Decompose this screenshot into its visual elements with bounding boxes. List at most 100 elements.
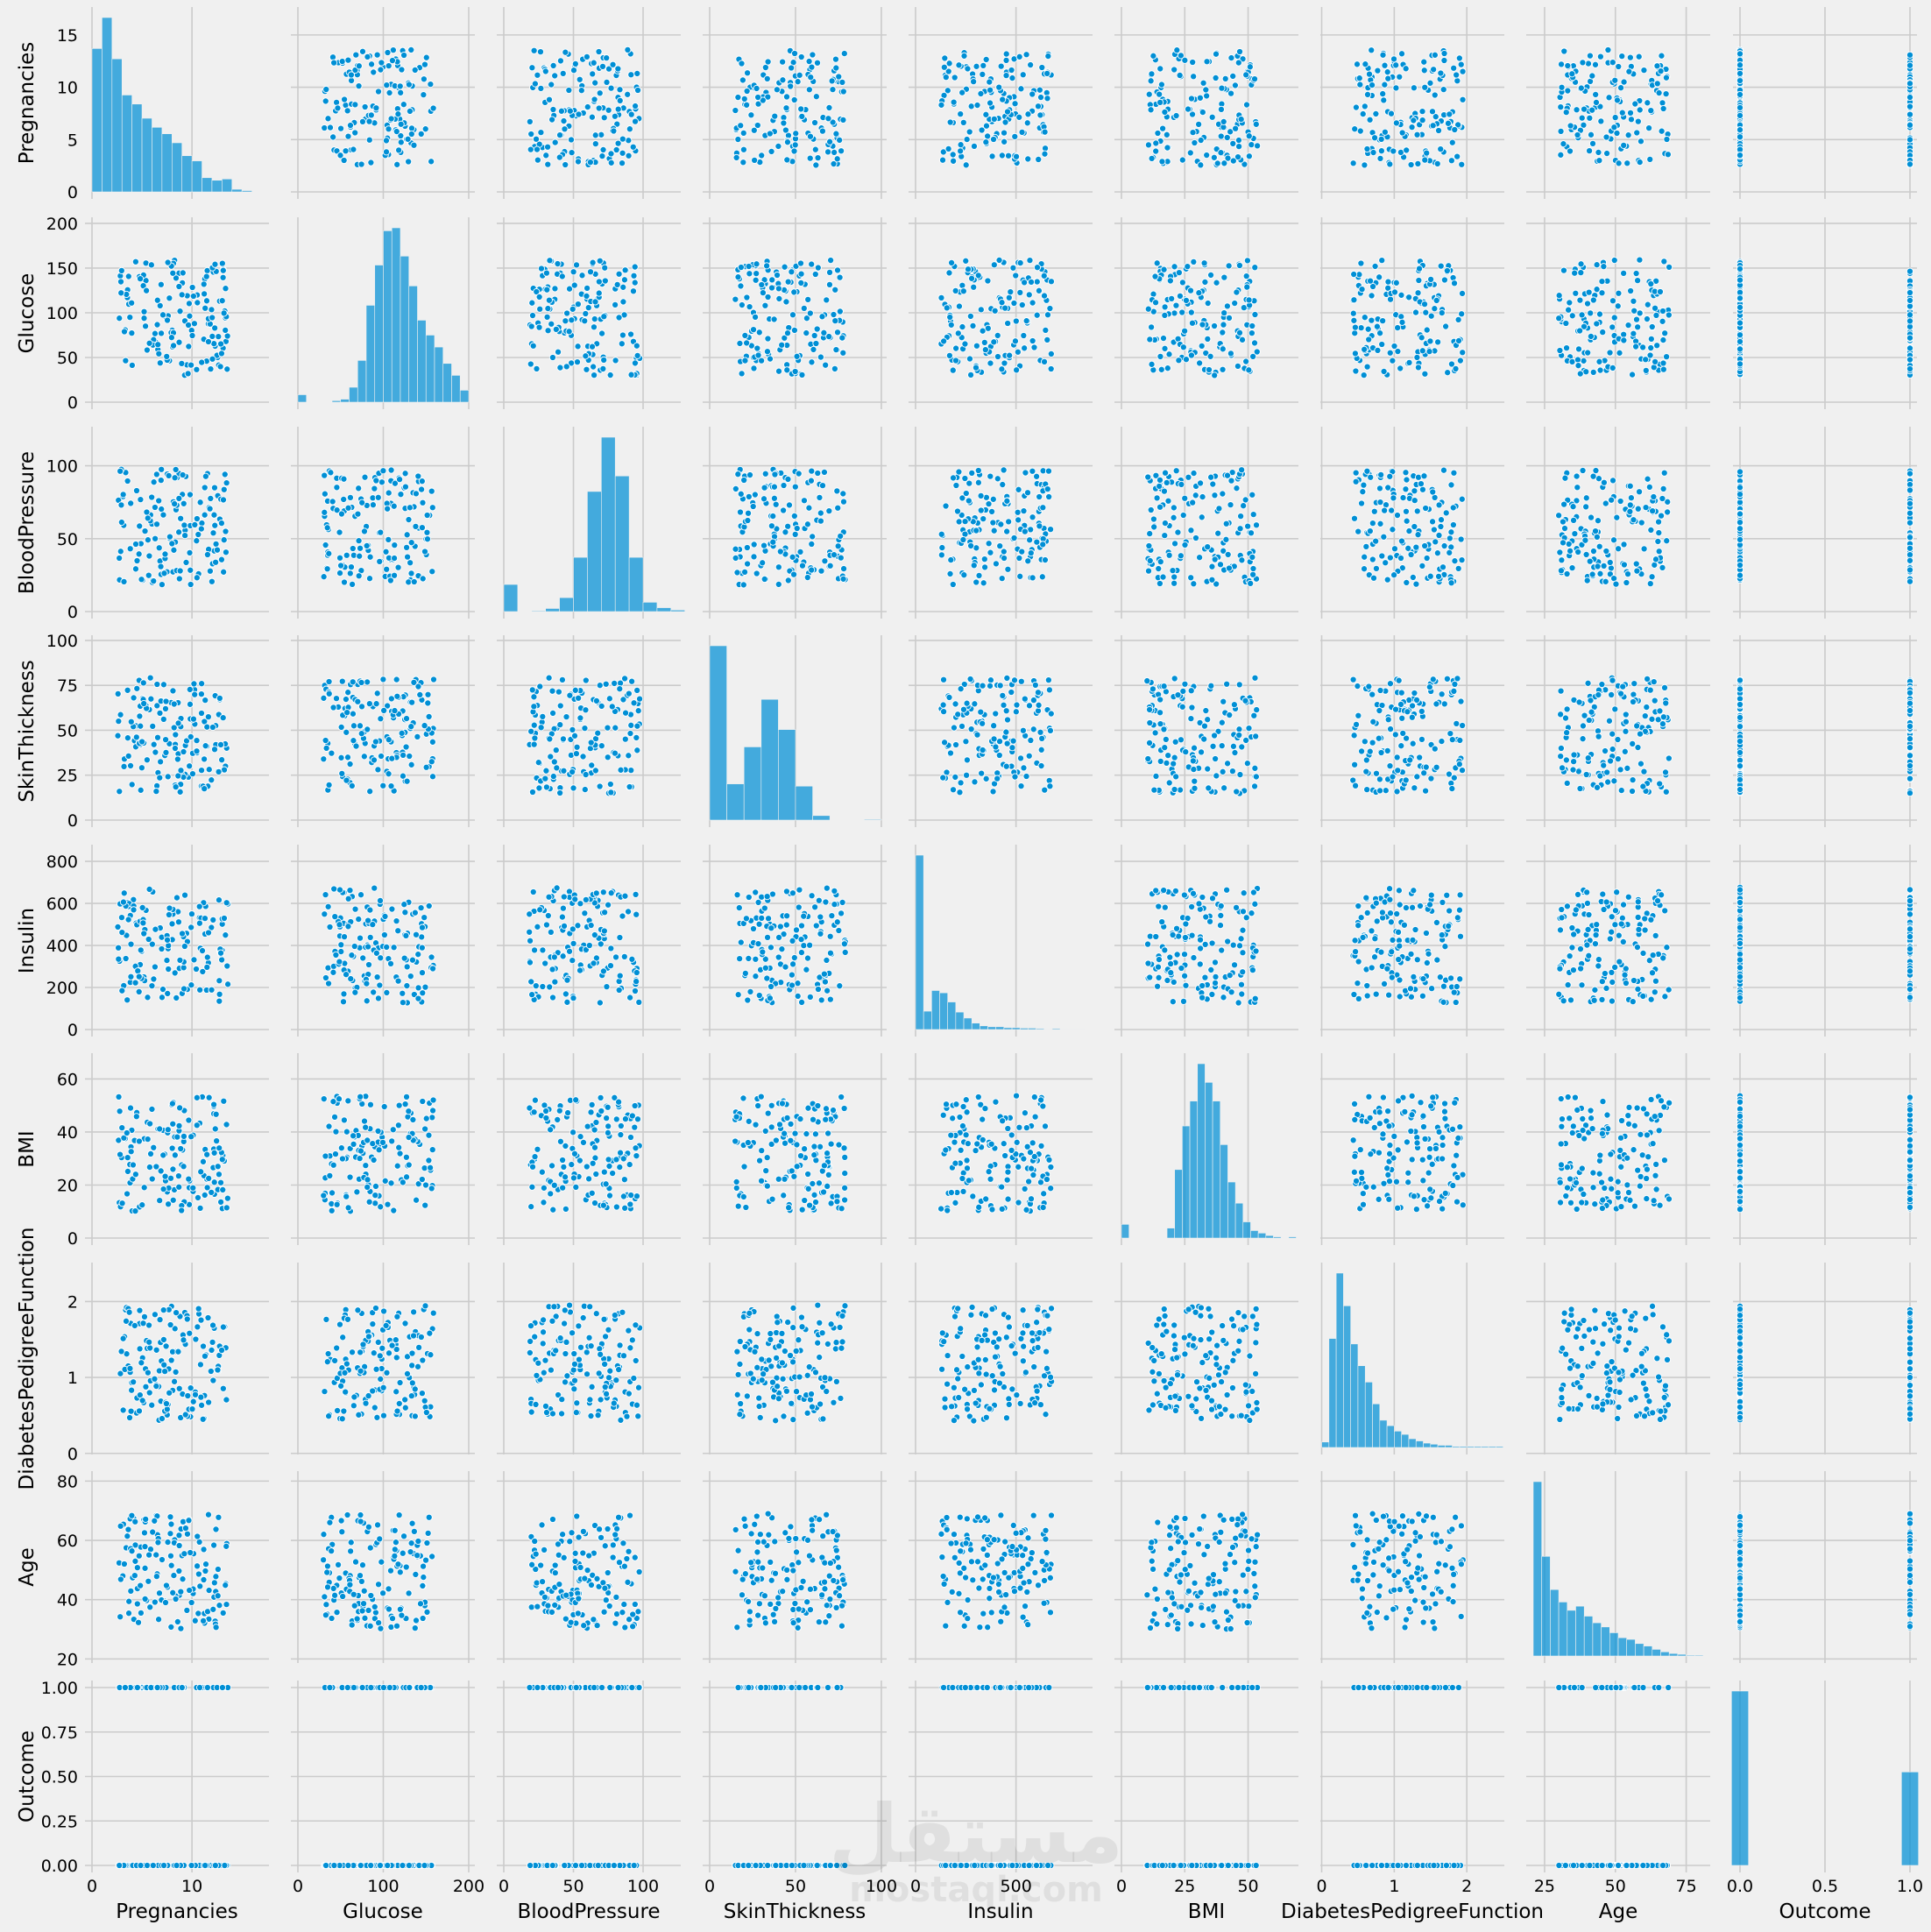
scatter-point	[1624, 322, 1632, 329]
scatter-point	[545, 96, 554, 103]
scatter-point	[951, 357, 960, 364]
scatter-point	[1250, 75, 1259, 83]
scatter-point	[424, 699, 432, 707]
scatter-point	[605, 106, 612, 114]
scatter-point	[1736, 685, 1744, 693]
scatter-point	[1659, 720, 1666, 728]
scatter-point	[994, 331, 1001, 339]
scatter-point	[1153, 259, 1161, 267]
scatter-point	[406, 504, 414, 512]
scatter-point	[980, 338, 988, 346]
scatter-point	[1381, 506, 1389, 514]
scatter-point	[201, 785, 209, 793]
scatter-point	[966, 128, 973, 136]
scatter-point	[1646, 351, 1654, 359]
scatter-point	[1635, 53, 1643, 60]
scatter-point	[1205, 784, 1213, 792]
scatter-point	[127, 940, 135, 948]
scatter-point	[329, 133, 337, 141]
scatter-point	[1431, 305, 1439, 313]
scatter-point	[1736, 331, 1744, 339]
scatter-point	[1616, 349, 1623, 357]
scatter-point	[166, 533, 173, 541]
scatter-point	[1009, 264, 1017, 272]
panel-background	[85, 635, 269, 827]
scatter-point	[1000, 129, 1008, 137]
scatter-point	[157, 758, 165, 766]
scatter-point	[984, 277, 992, 285]
scatter-point	[769, 513, 777, 520]
scatter-point	[117, 467, 124, 475]
scatter-point	[951, 287, 959, 294]
scatter-point	[1418, 108, 1426, 116]
scatter-point	[610, 127, 618, 135]
scatter-point	[744, 516, 752, 525]
scatter-point	[203, 963, 211, 971]
scatter-point	[1414, 159, 1422, 167]
scatter-point	[998, 299, 1006, 307]
scatter-point	[1629, 776, 1637, 784]
scatter-point	[222, 285, 230, 293]
scatter-point	[343, 754, 352, 761]
scatter-point	[1148, 154, 1156, 162]
scatter-point	[373, 51, 381, 59]
scatter-point	[1224, 760, 1232, 768]
scatter-point	[1190, 258, 1198, 265]
scatter-point	[551, 285, 559, 293]
scatter-point	[1587, 131, 1595, 138]
scatter-point	[366, 788, 374, 796]
scatter-point	[175, 282, 183, 291]
hist-bar	[709, 645, 727, 821]
scatter-point	[977, 708, 985, 716]
scatter-point	[175, 338, 183, 346]
scatter-point	[1164, 364, 1171, 372]
scatter-point	[202, 472, 209, 480]
scatter-point	[1012, 708, 1020, 716]
scatter-point	[163, 352, 171, 360]
scatter-point	[403, 531, 411, 539]
scatter-point	[939, 156, 947, 164]
scatter-point	[1623, 578, 1630, 587]
scatter-point	[193, 537, 201, 545]
scatter-point	[406, 107, 414, 115]
scatter-point	[556, 721, 564, 729]
scatter-point	[984, 132, 992, 140]
scatter-point	[1425, 348, 1433, 356]
scatter-point	[156, 709, 164, 717]
scatter-point	[1437, 69, 1445, 77]
scatter-point	[971, 700, 979, 708]
scatter-point	[1648, 322, 1656, 331]
scatter-point	[1906, 470, 1914, 478]
scatter-point	[1398, 318, 1406, 326]
scatter-point	[1190, 580, 1198, 588]
scatter-point	[771, 112, 779, 120]
scatter-point	[1591, 60, 1600, 68]
scatter-point	[1659, 317, 1666, 325]
scatter-point	[151, 963, 159, 971]
scatter-point	[137, 722, 145, 730]
scatter-point	[372, 477, 380, 485]
scatter-point	[628, 677, 636, 685]
scatter-point	[1189, 499, 1197, 506]
scatter-point	[1394, 324, 1402, 332]
scatter-point	[1574, 362, 1582, 370]
panel-BloodPressure-vs-BMI	[1114, 427, 1298, 619]
scatter-point	[1906, 722, 1914, 730]
scatter-point	[192, 965, 201, 973]
scatter-point	[939, 148, 947, 156]
scatter-point	[322, 85, 330, 94]
scatter-point	[977, 306, 985, 314]
scatter-point	[1634, 323, 1642, 331]
scatter-point	[1736, 510, 1744, 518]
scatter-point	[202, 697, 209, 704]
scatter-point	[365, 136, 373, 144]
scatter-point	[767, 147, 775, 155]
scatter-point	[372, 104, 380, 112]
scatter-point	[614, 139, 622, 147]
scatter-point	[796, 259, 805, 267]
scatter-point	[1425, 683, 1433, 691]
scatter-point	[1407, 550, 1415, 559]
scatter-point	[1609, 364, 1616, 372]
scatter-point	[367, 111, 375, 119]
scatter-point	[144, 536, 152, 544]
